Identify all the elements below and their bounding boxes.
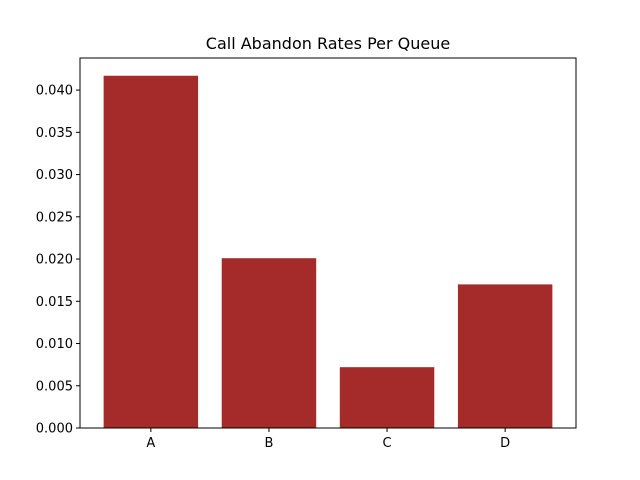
y-tick-label: 0.020 (36, 253, 73, 268)
x-tick-label-d: D (500, 436, 510, 451)
bars-group (103, 75, 553, 429)
plot-frame (79, 57, 577, 429)
chart-title: Call Abandon Rates Per Queue (206, 34, 450, 53)
x-tick-label-a: A (146, 436, 155, 451)
x-tick-label-b: B (264, 436, 273, 451)
y-tick-label: 0.000 (36, 422, 73, 437)
y-tick-label: 0.035 (36, 126, 73, 141)
y-tick-label: 0.015 (36, 295, 73, 310)
bar-b (221, 258, 317, 428)
y-tick-label: 0.010 (36, 337, 73, 352)
y-tick-label: 0.030 (36, 168, 73, 183)
x-tick-label-c: C (383, 436, 392, 451)
y-tick-label: 0.005 (36, 379, 73, 394)
x-axis: A B C D (146, 428, 510, 451)
y-tick-label: 0.025 (36, 210, 73, 225)
bar-a (103, 75, 199, 429)
bar-d (457, 284, 553, 428)
bar-c (339, 367, 435, 428)
y-tick-label: 0.040 (36, 84, 73, 99)
y-axis: 0.000 0.005 0.010 0.015 0.020 0.025 0.030 0.035… (36, 84, 80, 437)
